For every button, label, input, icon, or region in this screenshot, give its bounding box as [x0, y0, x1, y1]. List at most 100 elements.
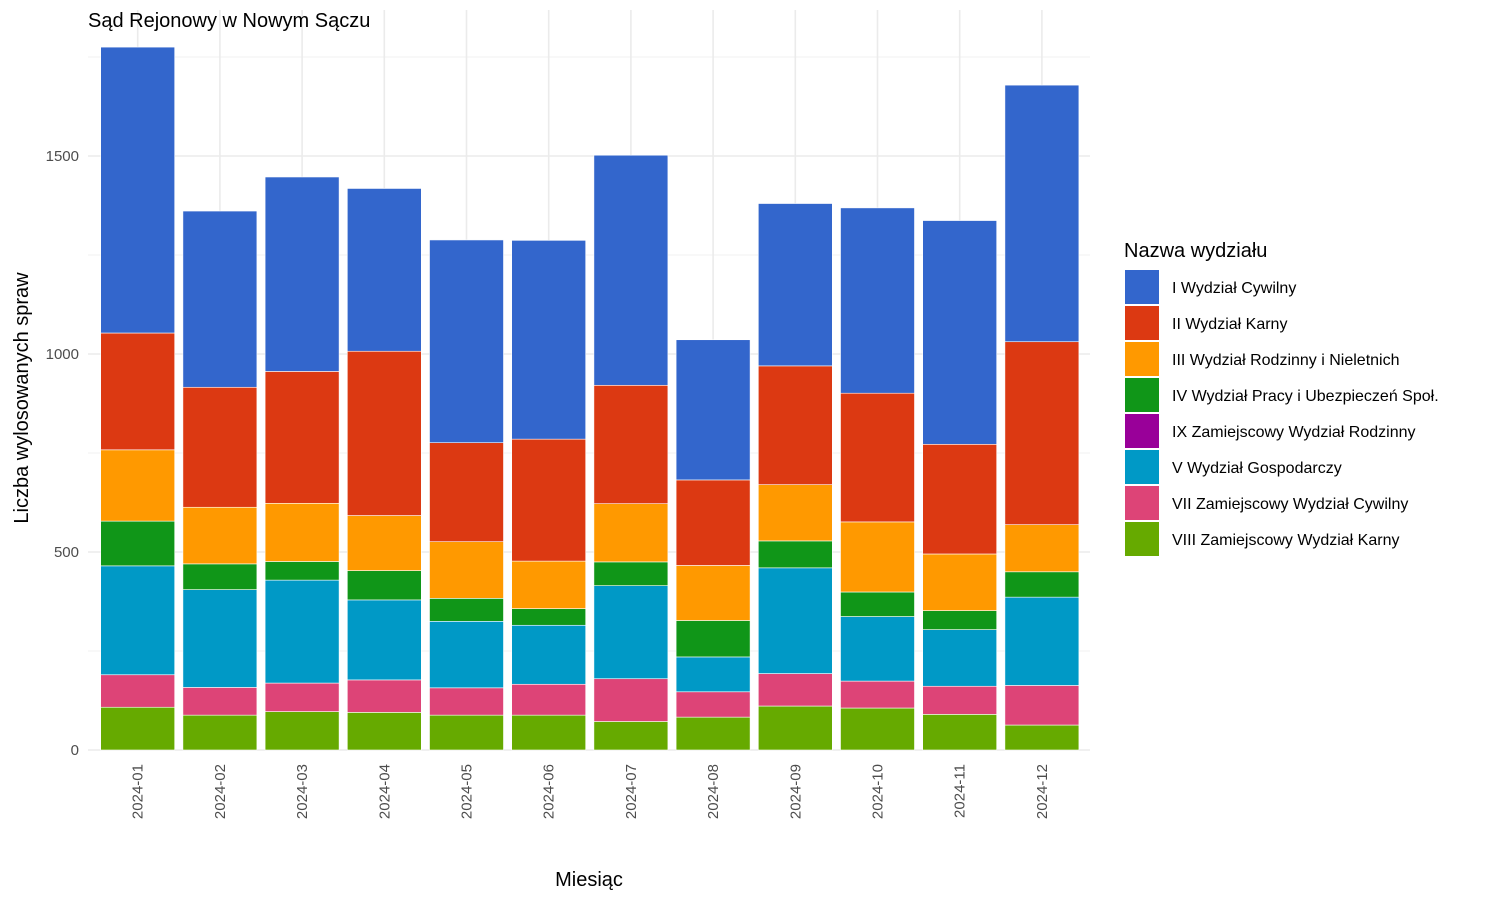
bar-segment-2024-12-series-2	[1004, 596, 1080, 686]
bar-segment-2024-09-series-2	[757, 567, 833, 674]
bar-segment-2024-02-series-1	[182, 687, 258, 716]
legend-label: III Wydział Rodzinny i Nieletnich	[1172, 352, 1400, 369]
bar-segment-2024-09-series-0	[757, 705, 833, 751]
bar-segment-2024-10-series-7	[840, 207, 915, 394]
bar-segment-2024-11-series-5	[922, 553, 998, 611]
bar-segment-2024-05-series-6	[429, 442, 504, 543]
bar-segment-2024-06-series-7	[511, 240, 587, 440]
legend-label: II Wydział Karny	[1172, 316, 1287, 333]
legend-label: IV Wydział Pracy i Ubezpieczeń Społ.	[1172, 388, 1439, 405]
bar-segment-2024-11-series-2	[922, 629, 998, 687]
x-tick-label: 2024-09	[787, 764, 804, 819]
bar-segment-2024-08-series-1	[675, 691, 751, 718]
bar-segment-2024-02-series-0	[182, 714, 258, 751]
bar-segment-2024-12-series-5	[1004, 524, 1080, 573]
chart-title: Sąd Rejonowy w Nowym Sączu	[88, 10, 370, 32]
legend-swatch	[1125, 270, 1159, 304]
bar-segment-2024-05-series-1	[429, 687, 504, 716]
legend-swatch	[1125, 306, 1159, 340]
bar-segment-2024-02-series-7	[182, 210, 258, 388]
bar-segment-2024-01-series-6	[100, 332, 175, 451]
y-axis-ticks: 0 500 1000 1500	[46, 148, 79, 759]
bar-segment-2024-06-series-1	[511, 683, 587, 716]
bar-segment-2024-01-series-1	[100, 674, 175, 708]
bar-segment-2024-12-series-1	[1004, 685, 1080, 726]
legend-swatch	[1125, 486, 1159, 520]
x-tick-label: 2024-12	[1034, 764, 1051, 819]
bar-segment-2024-02-series-4	[182, 563, 258, 590]
y-tick-label: 1500	[46, 148, 79, 165]
bar-segment-2024-11-series-4	[922, 610, 998, 630]
x-tick-label: 2024-10	[870, 764, 887, 819]
bar-segment-2024-07-series-4	[593, 561, 669, 586]
bar-segment-2024-05-series-7	[429, 239, 504, 444]
bar-segment-2024-08-series-7	[675, 339, 751, 481]
bar-segment-2024-06-series-5	[511, 560, 587, 609]
y-axis-title: Liczba wylosowanych spraw	[11, 272, 33, 524]
y-tick-label: 500	[54, 544, 79, 561]
bar-segment-2024-04-series-5	[346, 515, 422, 571]
legend: I Wydział Cywilny II Wydział Karny III Wyd…	[1125, 270, 1439, 556]
bar-segment-2024-09-series-1	[757, 673, 833, 707]
legend-label: IX Zamiejscowy Wydział Rodzinny	[1172, 424, 1415, 441]
y-tick-label: 1000	[46, 346, 79, 363]
bar-segment-2024-02-series-2	[182, 589, 258, 688]
bars	[100, 46, 1080, 751]
bar-segment-2024-10-series-2	[840, 616, 915, 682]
bar-segment-2024-04-series-4	[346, 570, 422, 601]
bar-segment-2024-01-series-7	[100, 46, 175, 334]
bar-segment-2024-03-series-5	[264, 502, 340, 562]
bar-segment-2024-07-series-0	[593, 721, 669, 751]
legend-label: V Wydział Gospodarczy	[1172, 460, 1342, 477]
x-tick-label: 2024-02	[212, 764, 229, 819]
x-tick-label: 2024-05	[459, 764, 476, 819]
bar-segment-2024-11-series-0	[922, 714, 998, 751]
bar-segment-2024-06-series-0	[511, 714, 587, 751]
bar-segment-2024-07-series-2	[593, 585, 669, 680]
bar-segment-2024-03-series-7	[264, 176, 340, 372]
bar-segment-2024-05-series-2	[429, 620, 504, 689]
x-tick-label: 2024-08	[705, 764, 722, 819]
bar-segment-2024-01-series-4	[100, 520, 175, 567]
x-tick-label: 2024-03	[294, 764, 311, 819]
x-axis-title: Miesiąc	[555, 869, 623, 891]
y-tick-label: 0	[71, 742, 79, 759]
bar-segment-2024-04-series-1	[346, 679, 422, 713]
x-axis-ticks: 2024-01 2024-02 2024-03 2024-04 2024-05 2024-…	[130, 764, 1051, 819]
legend-swatch	[1125, 414, 1159, 448]
bar-segment-2024-08-series-2	[675, 656, 751, 693]
legend-title: Nazwa wydziału	[1124, 240, 1267, 262]
bar-segment-2024-11-series-6	[922, 443, 998, 555]
bar-segment-2024-03-series-2	[264, 579, 340, 684]
bar-segment-2024-07-series-5	[593, 503, 669, 563]
bar-segment-2024-02-series-5	[182, 506, 258, 565]
x-tick-label: 2024-01	[130, 764, 147, 819]
x-tick-label: 2024-07	[623, 764, 640, 819]
bar-segment-2024-01-series-5	[100, 449, 175, 522]
bar-segment-2024-02-series-6	[182, 386, 258, 508]
bar-segment-2024-05-series-0	[429, 714, 504, 751]
bar-segment-2024-10-series-0	[840, 707, 915, 751]
bar-segment-2024-12-series-7	[1004, 84, 1080, 343]
bar-segment-2024-08-series-0	[675, 716, 751, 751]
bar-segment-2024-03-series-0	[264, 711, 340, 751]
bar-segment-2024-10-series-5	[840, 521, 915, 593]
bar-segment-2024-12-series-6	[1004, 341, 1080, 525]
bar-segment-2024-09-series-4	[757, 540, 833, 569]
bar-segment-2024-01-series-2	[100, 565, 175, 676]
bar-segment-2024-06-series-4	[511, 608, 587, 626]
legend-label: VII Zamiejscowy Wydział Cywilny	[1172, 496, 1408, 513]
bar-segment-2024-01-series-0	[100, 706, 175, 751]
legend-swatch	[1125, 378, 1159, 412]
x-tick-label: 2024-06	[541, 764, 558, 819]
bar-segment-2024-03-series-1	[264, 682, 340, 712]
bar-segment-2024-04-series-0	[346, 712, 422, 751]
bar-segment-2024-03-series-4	[264, 561, 340, 581]
bar-segment-2024-08-series-5	[675, 565, 751, 621]
bar-segment-2024-09-series-7	[757, 203, 833, 367]
bar-segment-2024-07-series-1	[593, 678, 669, 722]
x-tick-label: 2024-04	[376, 764, 393, 819]
legend-label: I Wydział Cywilny	[1172, 280, 1296, 297]
x-tick-label: 2024-11	[952, 764, 969, 818]
